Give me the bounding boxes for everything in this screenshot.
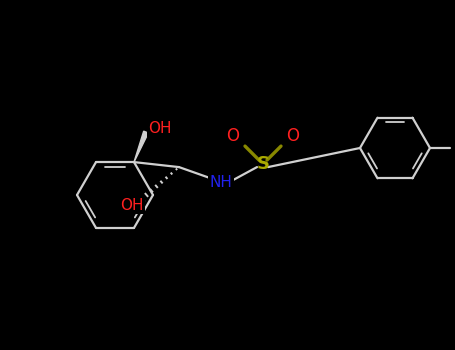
Text: NH: NH	[210, 175, 233, 190]
Text: O: O	[287, 127, 299, 145]
Text: S: S	[257, 155, 269, 173]
Polygon shape	[134, 131, 148, 162]
Text: OH: OH	[148, 121, 172, 135]
Text: OH: OH	[120, 198, 144, 212]
Text: O: O	[227, 127, 239, 145]
